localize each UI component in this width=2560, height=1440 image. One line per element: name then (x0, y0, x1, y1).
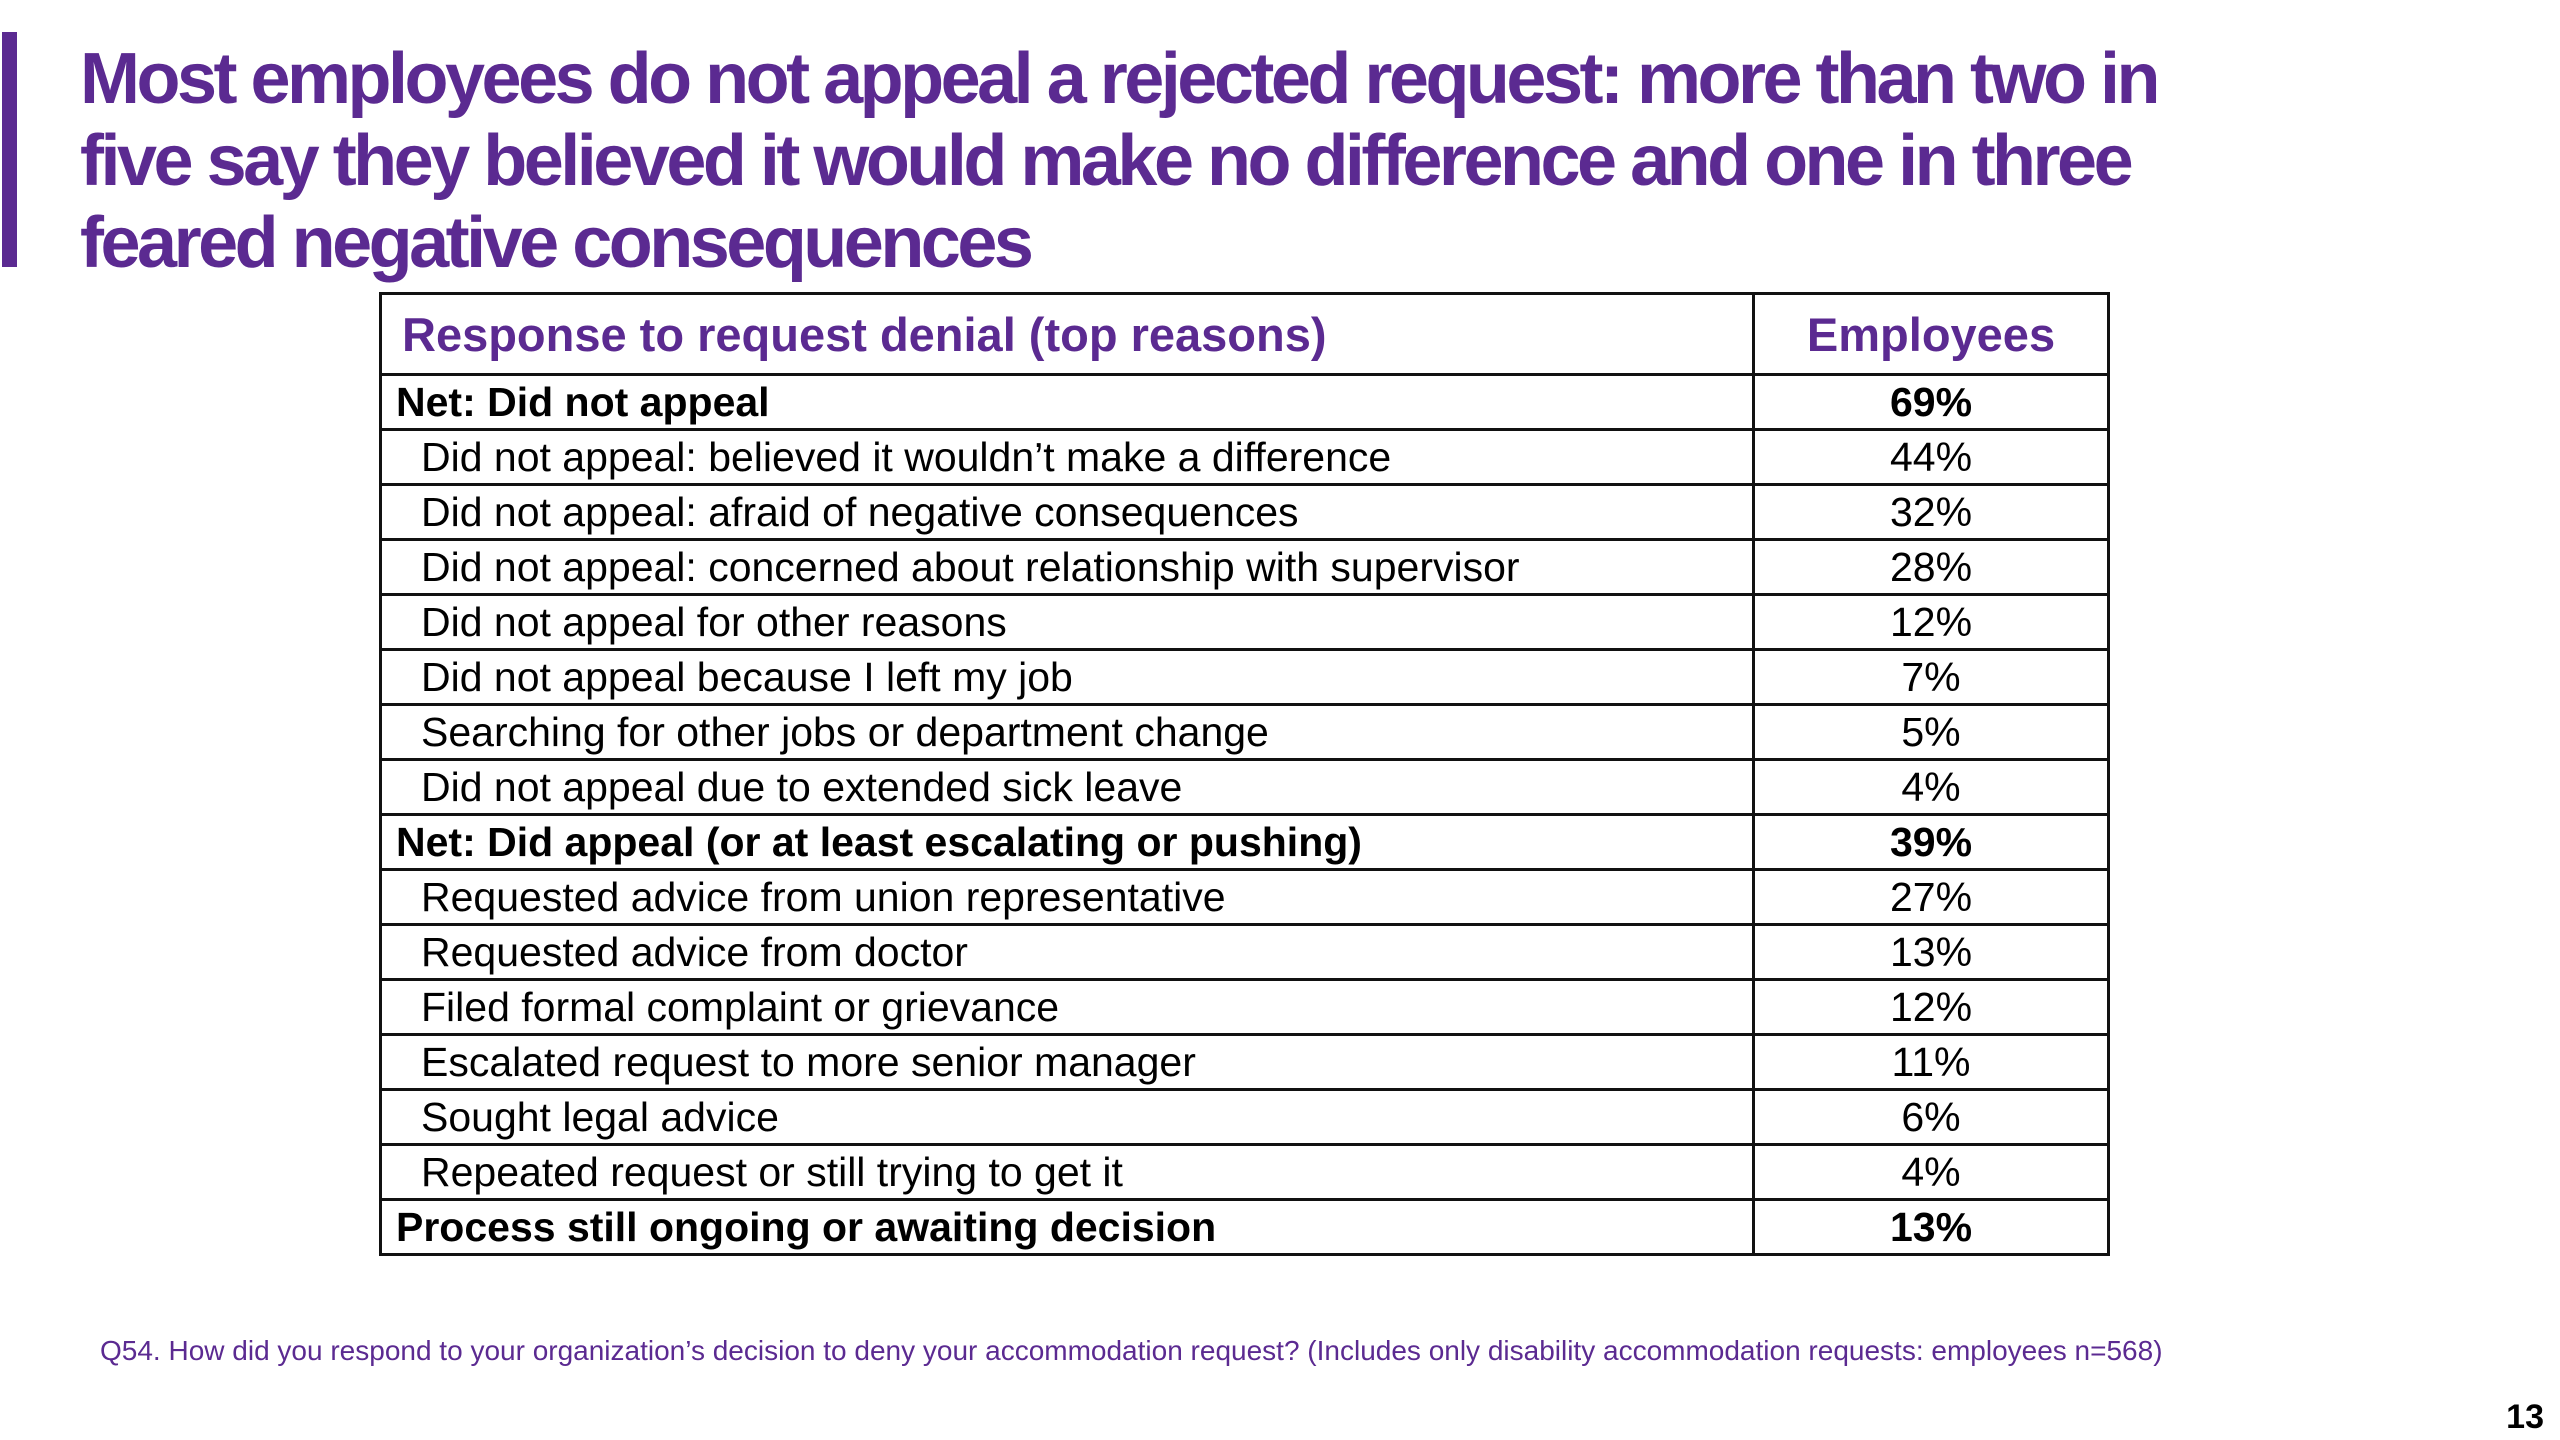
table-row: Did not appeal for other reasons 12% (379, 593, 2110, 651)
table-body: Net: Did not appeal 69% Did not appeal: be… (379, 373, 2110, 1256)
table-row: Did not appeal: believed it wouldn’t mak… (379, 428, 2110, 486)
row-value: 12% (1752, 978, 2110, 1036)
table-row: Escalated request to more senior manager… (379, 1033, 2110, 1091)
column-header-employees: Employees (1752, 292, 2110, 376)
table-row: Did not appeal because I left my job 7% (379, 648, 2110, 706)
response-table: Response to request denial (top reasons)… (379, 292, 2110, 1256)
table-row: Repeated request or still trying to get … (379, 1143, 2110, 1201)
row-value: 4% (1752, 758, 2110, 816)
row-label: Did not appeal: concerned about relation… (379, 538, 1755, 596)
row-label: Did not appeal: afraid of negative conse… (379, 483, 1755, 541)
row-value: 27% (1752, 868, 2110, 926)
footnote: Q54. How did you respond to your organiz… (100, 1335, 2163, 1366)
row-label: Escalated request to more senior manager (379, 1033, 1755, 1091)
row-label: Net: Did appeal (or at least escalating … (379, 813, 1755, 871)
table-row: Requested advice from union representati… (379, 868, 2110, 926)
table-row: Filed formal complaint or grievance 12% (379, 978, 2110, 1036)
row-label: Did not appeal due to extended sick leav… (379, 758, 1755, 816)
row-label: Requested advice from doctor (379, 923, 1755, 981)
title-line-3: feared negative consequences (80, 203, 1034, 283)
table-row: Did not appeal: afraid of negative conse… (379, 483, 2110, 541)
accent-bar (2, 32, 17, 267)
row-value: 12% (1752, 593, 2110, 651)
column-header-response: Response to request denial (top reasons) (379, 292, 1755, 376)
page-title: Most employees do not appeal a rejected … (80, 38, 2380, 284)
row-value: 13% (1752, 923, 2110, 981)
row-label: Filed formal complaint or grievance (379, 978, 1755, 1036)
table-row-net: Process still ongoing or awaiting decisi… (379, 1198, 2110, 1256)
row-label: Searching for other jobs or department c… (379, 703, 1755, 761)
table-row-net: Net: Did not appeal 69% (379, 373, 2110, 431)
row-label: Did not appeal: believed it wouldn’t mak… (379, 428, 1755, 486)
title-line-1: Most employees do not appeal a rejected … (80, 39, 2160, 119)
row-value: 69% (1752, 373, 2110, 431)
row-label: Process still ongoing or awaiting decisi… (379, 1198, 1755, 1256)
row-value: 44% (1752, 428, 2110, 486)
page-number: 13 (2506, 1398, 2544, 1436)
table-row-net: Net: Did appeal (or at least escalating … (379, 813, 2110, 871)
row-label: Net: Did not appeal (379, 373, 1755, 431)
table-header-row: Response to request denial (top reasons)… (379, 292, 2110, 376)
row-label: Did not appeal because I left my job (379, 648, 1755, 706)
row-value: 7% (1752, 648, 2110, 706)
row-label: Sought legal advice (379, 1088, 1755, 1146)
row-value: 13% (1752, 1198, 2110, 1256)
title-line-2: five say they believed it would make no … (80, 121, 2134, 201)
row-value: 5% (1752, 703, 2110, 761)
row-value: 4% (1752, 1143, 2110, 1201)
row-label: Did not appeal for other reasons (379, 593, 1755, 651)
row-value: 28% (1752, 538, 2110, 596)
row-value: 11% (1752, 1033, 2110, 1091)
row-label: Repeated request or still trying to get … (379, 1143, 1755, 1201)
row-value: 39% (1752, 813, 2110, 871)
table-row: Sought legal advice 6% (379, 1088, 2110, 1146)
row-label: Requested advice from union representati… (379, 868, 1755, 926)
table-row: Did not appeal: concerned about relation… (379, 538, 2110, 596)
table-row: Searching for other jobs or department c… (379, 703, 2110, 761)
row-value: 6% (1752, 1088, 2110, 1146)
table-row: Did not appeal due to extended sick leav… (379, 758, 2110, 816)
table-row: Requested advice from doctor 13% (379, 923, 2110, 981)
row-value: 32% (1752, 483, 2110, 541)
